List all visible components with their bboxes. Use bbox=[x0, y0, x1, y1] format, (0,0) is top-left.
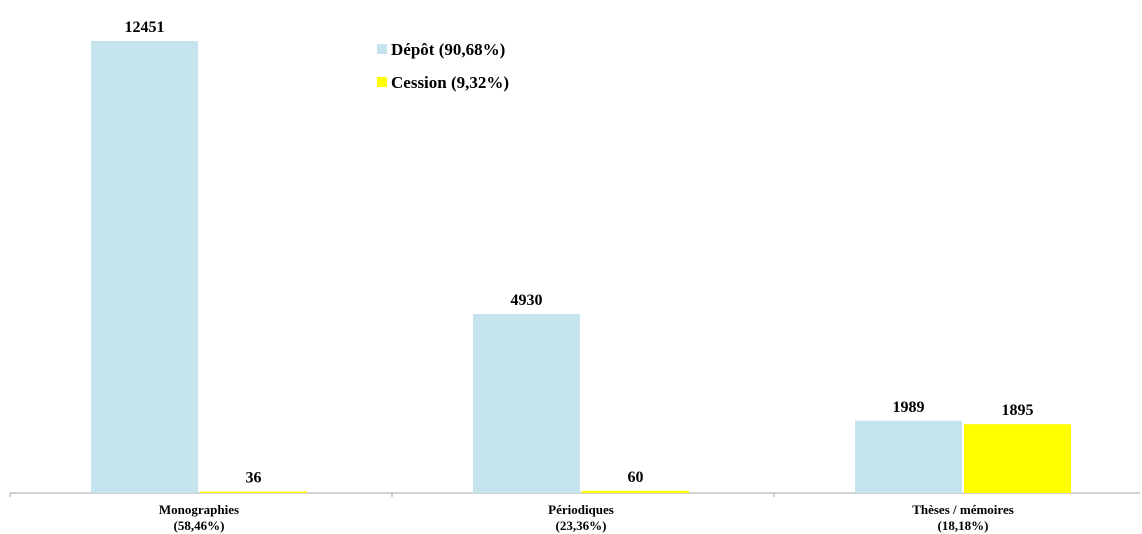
data-label: 1895 bbox=[1002, 402, 1034, 419]
bar-depot-periodiques bbox=[473, 314, 580, 493]
data-label: 12451 bbox=[125, 19, 165, 36]
bar-depot-monographies bbox=[91, 41, 198, 493]
category-label: Monographies bbox=[159, 502, 239, 517]
data-label: 1989 bbox=[893, 399, 925, 416]
bar-cession-periodiques bbox=[582, 490, 689, 493]
legend-label-depot: Dépôt (90,68%) bbox=[391, 40, 505, 59]
category-sublabel: (23,36%) bbox=[556, 518, 607, 533]
legend-label-cession: Cession (9,32%) bbox=[391, 73, 509, 92]
legend-swatch-depot bbox=[377, 44, 387, 54]
legend-swatch-cession bbox=[377, 77, 387, 87]
data-label: 4930 bbox=[511, 292, 543, 309]
data-label: 36 bbox=[246, 470, 262, 487]
data-label: 60 bbox=[628, 469, 644, 486]
bar-cession-monographies bbox=[200, 491, 307, 493]
category-sublabel: (58,46%) bbox=[174, 518, 225, 533]
category-label: Thèses / mémoires bbox=[912, 502, 1014, 517]
bar-cession-theses-memoires bbox=[964, 424, 1071, 493]
bar-depot-theses-memoires bbox=[855, 420, 962, 493]
legend: Dépôt (90,68%) Cession (9,32%) bbox=[377, 40, 509, 92]
category-sublabel: (18,18%) bbox=[938, 518, 989, 533]
category-label: Périodiques bbox=[548, 502, 614, 517]
